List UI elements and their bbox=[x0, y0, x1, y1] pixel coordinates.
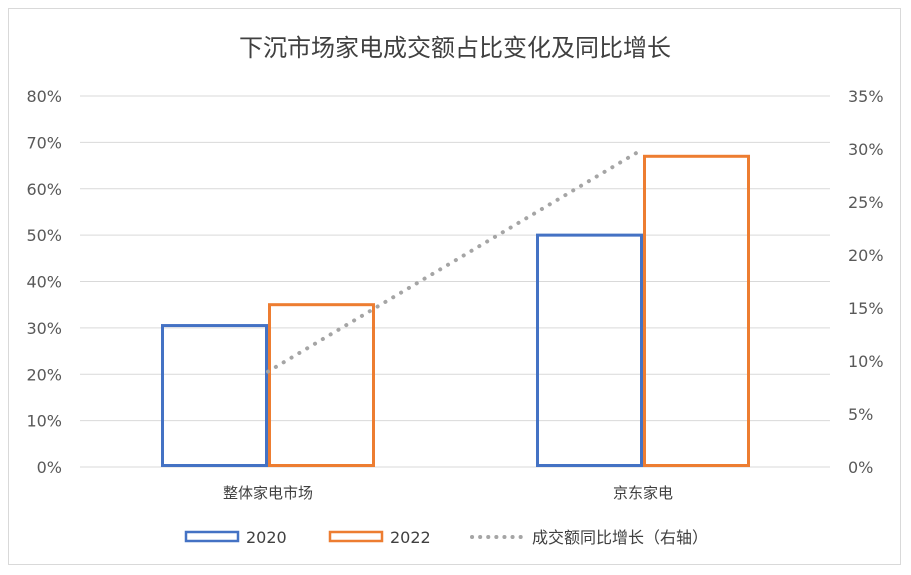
bar-2022-1 bbox=[643, 154, 750, 467]
y-right-tick-label: 30% bbox=[848, 140, 884, 159]
legend-label: 成交额同比增长（右轴） bbox=[532, 528, 708, 547]
y-left-tick-label: 10% bbox=[26, 412, 62, 431]
y-right-tick-label: 25% bbox=[848, 193, 884, 212]
y-right-tick-label: 0% bbox=[848, 458, 873, 477]
y-left-tick-label: 60% bbox=[26, 180, 62, 199]
y-left-tick-label: 50% bbox=[26, 226, 62, 245]
chart-title: 下沉市场家电成交额占比变化及同比增长 bbox=[239, 34, 671, 62]
legend-label: 2020 bbox=[246, 528, 287, 547]
legend-swatch bbox=[184, 530, 240, 543]
legend-swatch bbox=[328, 530, 384, 543]
y-right-tick-label: 10% bbox=[848, 352, 884, 371]
y-left-tick-label: 40% bbox=[26, 273, 62, 292]
y-left-tick-label: 20% bbox=[26, 365, 62, 384]
y-left-tick-label: 0% bbox=[37, 458, 62, 477]
y-right-tick-label: 5% bbox=[848, 405, 873, 424]
legend-label: 2022 bbox=[390, 528, 431, 547]
bar-2022-0 bbox=[268, 303, 375, 467]
y-left-tick-label: 80% bbox=[26, 87, 62, 106]
y-right-tick-label: 35% bbox=[848, 87, 884, 106]
bar-2020-1 bbox=[536, 233, 643, 467]
y-left-tick-label: 70% bbox=[26, 133, 62, 152]
category-label: 整体家电市场 bbox=[223, 484, 313, 502]
y-right-tick-label: 20% bbox=[848, 246, 884, 265]
y-left-tick-label: 30% bbox=[26, 319, 62, 338]
chart-frame bbox=[8, 8, 901, 565]
bar-2020-0 bbox=[161, 324, 268, 467]
y-right-tick-label: 15% bbox=[848, 299, 884, 318]
growth-line bbox=[266, 147, 645, 374]
category-label: 京东家电 bbox=[613, 484, 673, 502]
